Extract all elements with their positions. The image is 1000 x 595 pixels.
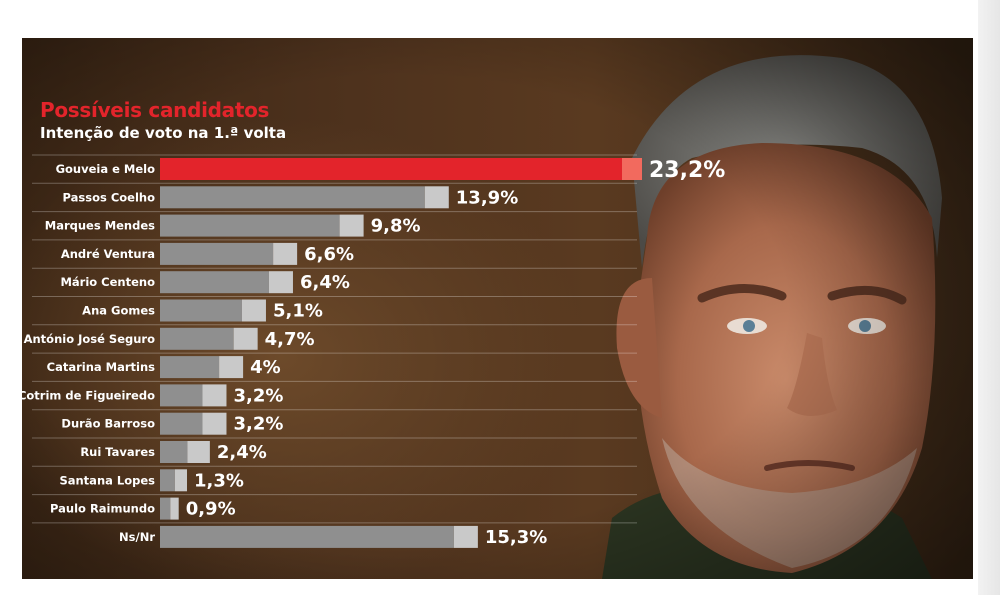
category-label: Passos Coelho	[63, 190, 156, 204]
data-label: 4,7%	[265, 329, 315, 350]
bar	[160, 412, 203, 435]
bar	[160, 441, 188, 463]
bar	[160, 299, 242, 322]
bar-tip	[339, 214, 364, 237]
category-label: André Ventura	[61, 247, 155, 261]
bar-tip	[219, 356, 244, 379]
data-label: 1,3%	[194, 470, 244, 491]
bar-row: Ana Gomes 5,1%	[32, 296, 637, 322]
data-label: 5,1%	[273, 301, 323, 322]
bar	[160, 356, 220, 379]
data-label: 0,9%	[186, 499, 236, 520]
bar	[160, 384, 203, 407]
infographic-panel: Possíveis candidatos Intenção de voto na…	[22, 38, 973, 579]
category-label: Santana Lopes	[59, 473, 155, 487]
bar-row: André Ventura 6,6%	[32, 239, 637, 265]
bar-tip	[424, 186, 449, 209]
bar	[160, 214, 340, 237]
data-label: 23,2%	[649, 158, 725, 183]
category-label: António José Seguro	[24, 332, 156, 346]
data-label: 3,2%	[233, 414, 283, 435]
data-label: 13,9%	[456, 187, 518, 208]
data-label: 3,2%	[233, 385, 283, 406]
bar	[160, 469, 175, 492]
data-label: 2,4%	[217, 442, 267, 463]
bar-row: Cotrim de Figueiredo 3,2%	[22, 380, 637, 407]
bar-tip	[241, 299, 266, 322]
bar-row: Catarina Martins 4%	[32, 352, 637, 379]
category-label: Marques Mendes	[45, 219, 155, 233]
bar-row: Gouveia e Melo 23,2%	[32, 154, 725, 183]
bar-tip	[233, 327, 258, 350]
bar	[160, 186, 425, 209]
bar-tip	[273, 242, 298, 265]
page-edge	[978, 0, 1000, 595]
bar-row: Passos Coelho 13,9%	[32, 182, 637, 209]
bar-tip	[187, 441, 210, 463]
bar-row: Ns/Nr 15,3%	[32, 522, 637, 548]
chart-subtitle: Intenção de voto na 1.ª volta	[40, 124, 287, 142]
bar	[160, 327, 234, 350]
bar	[160, 242, 274, 265]
bar	[160, 271, 269, 294]
bar-chart: Gouveia e Melo 23,2% Passos Coelho 13,9% Mar…	[22, 154, 725, 548]
bar-tip	[202, 384, 227, 407]
bar-row: António José Seguro 4,7%	[24, 324, 637, 350]
bar-row: Mário Centeno 6,4%	[32, 267, 637, 294]
data-label: 15,3%	[485, 527, 547, 548]
portrait-photo	[602, 55, 942, 579]
category-label: Catarina Martins	[47, 360, 156, 374]
bar-tip	[170, 497, 179, 520]
bar-tip	[453, 525, 478, 548]
bar-row: Santana Lopes 1,3%	[32, 465, 637, 492]
bar-row: Paulo Raimundo 0,9%	[32, 494, 637, 520]
bar-tip	[174, 469, 188, 492]
bar-tip	[268, 271, 293, 294]
bar	[160, 525, 454, 548]
category-label: Mário Centeno	[60, 275, 155, 289]
data-label: 4%	[250, 357, 281, 378]
bar-tip	[202, 412, 227, 435]
data-label: 6,4%	[300, 272, 350, 293]
category-label: Gouveia e Melo	[56, 162, 156, 176]
category-label: Cotrim de Figueiredo	[22, 388, 155, 402]
bar-row: Durão Barroso 3,2%	[32, 409, 637, 435]
bar-row: Rui Tavares 2,4%	[32, 437, 637, 463]
data-label: 6,6%	[304, 244, 354, 265]
category-label: Rui Tavares	[80, 445, 155, 459]
bar-row: Marques Mendes 9,8%	[32, 211, 637, 237]
data-label: 9,8%	[371, 216, 421, 237]
bar	[160, 497, 171, 520]
bar	[160, 158, 622, 180]
category-label: Durão Barroso	[61, 417, 155, 431]
bar-tip	[622, 158, 642, 180]
category-label: Ns/Nr	[119, 530, 155, 544]
category-label: Paulo Raimundo	[50, 502, 155, 516]
category-label: Ana Gomes	[82, 304, 155, 318]
chart-title: Possíveis candidatos	[40, 98, 270, 122]
